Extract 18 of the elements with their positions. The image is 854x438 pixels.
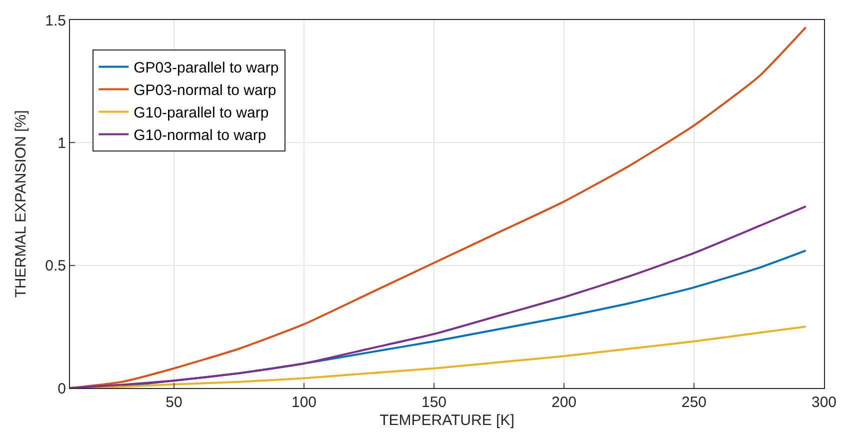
y-axis-title: THERMAL EXPANSION [%] [12,110,30,298]
y-tick-label: 0.5 [45,258,66,275]
x-tick-label: 250 [681,394,707,411]
x-axis-title: TEMPERATURE [K] [380,412,514,429]
y-tick-label: 1.5 [45,12,66,30]
y-tick-label: 1 [58,134,66,152]
x-tick-label: 50 [166,394,182,411]
line-series [70,26,807,388]
legend-label: G10-normal to warp [134,127,266,144]
x-tick-label: 200 [551,394,577,411]
x-tick-label: 100 [291,394,317,411]
legend-label: GP03-parallel to warp [134,60,279,77]
legend-label: GP03-normal to warp [134,82,276,100]
x-tick-label: 300 [811,394,837,411]
x-tick-label: 150 [421,394,447,411]
legend-label: G10-parallel to warp [134,104,269,122]
line-series [70,205,807,388]
y-tick-label: 0 [58,380,66,398]
